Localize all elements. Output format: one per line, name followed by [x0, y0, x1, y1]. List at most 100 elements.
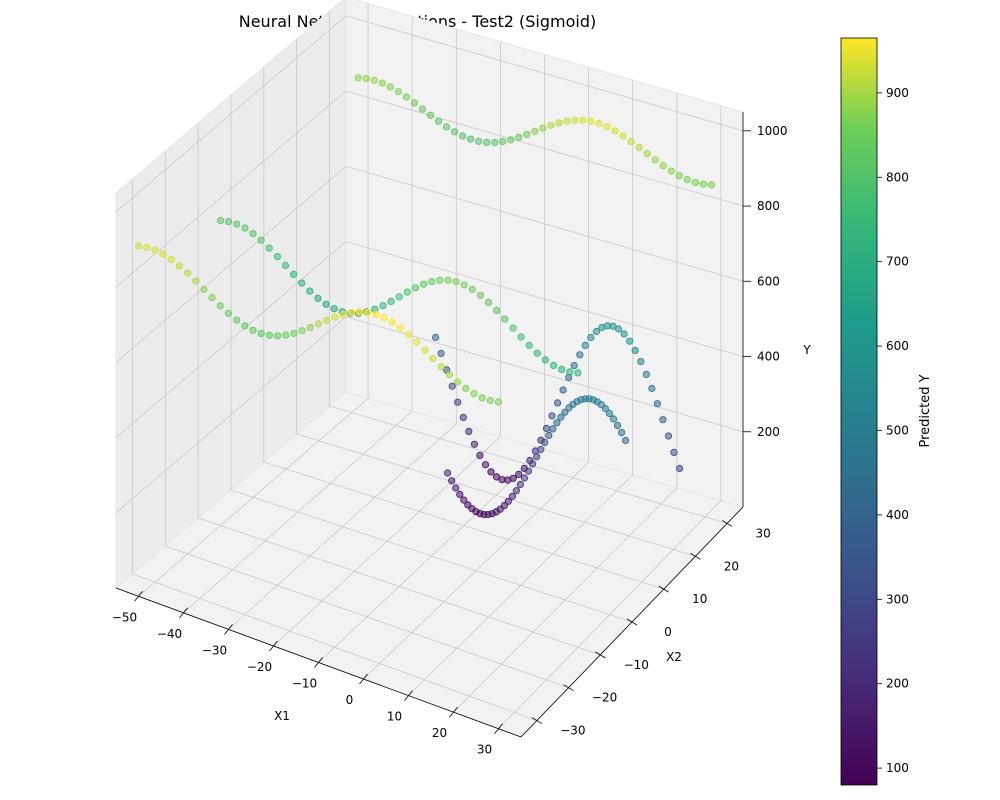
scatter-point [670, 448, 678, 456]
y-tick-mark [690, 552, 701, 560]
axis-ticks: −50 −40 −30 −20 −10 0 10 20 30 −30 −20 −10 0 10 20 30 20… [112, 112, 788, 757]
scatter-point [410, 99, 418, 107]
scatter-point [167, 255, 175, 263]
scatter-point [499, 137, 507, 146]
scatter-point [143, 243, 151, 251]
scatter-point [453, 378, 462, 386]
scatter-point [627, 137, 635, 145]
colorbar-tick-label: 400 [886, 508, 909, 522]
scatter-point [532, 453, 541, 461]
scatter-point [617, 428, 626, 437]
scatter-point [378, 79, 386, 87]
scatter-point [281, 261, 290, 270]
scatter-point [233, 316, 241, 324]
scatter-point [403, 288, 411, 296]
scatter-point [331, 313, 339, 321]
y-grid-line [329, 11, 728, 524]
z-tick-label: 400 [757, 350, 780, 364]
scatter-point [429, 354, 437, 363]
scatter-point [216, 302, 224, 310]
x-tick-label: −30 [202, 643, 227, 657]
scatter-point [282, 331, 290, 339]
scatter-point [487, 468, 495, 476]
colorbar-tick-label: 200 [886, 677, 909, 691]
scatter-point [159, 250, 167, 258]
scatter-point [587, 333, 595, 342]
scatter-point [539, 124, 547, 132]
scatter-point [436, 276, 444, 284]
scatter-point [257, 329, 265, 338]
scatter-point [516, 480, 525, 489]
scatter-point [314, 320, 323, 328]
scatter-point [493, 306, 501, 314]
scatter-point [542, 424, 551, 432]
y-tick-mark [658, 585, 669, 593]
x-grid-line [138, 3, 369, 597]
scatter-point [545, 431, 553, 440]
scatter-point [460, 281, 468, 289]
scatter-point [323, 316, 331, 324]
scatter-point [581, 341, 589, 349]
scatter-point [549, 361, 558, 369]
y-tick-label: 10 [692, 592, 707, 606]
scatter-point [691, 178, 700, 186]
scatter-point [273, 253, 281, 261]
z-grid-line [115, 15, 744, 213]
x-tick-label: 30 [477, 743, 492, 757]
y-tick-mark [563, 684, 574, 692]
scatter-point [603, 123, 611, 131]
x-tick-label: −40 [157, 627, 182, 641]
z-tick-label: 1000 [757, 124, 788, 138]
scatter-point [501, 315, 509, 323]
scatter-point [559, 386, 567, 394]
scatter-point [478, 394, 486, 402]
x-tick-mark [314, 657, 323, 668]
scatter-point [609, 322, 617, 330]
x-grid-line [273, 41, 501, 647]
scatter-point [512, 487, 521, 495]
scatter-point [601, 404, 610, 413]
scatter-point [517, 333, 525, 341]
z-tick-label: 200 [757, 425, 780, 439]
scatter-point [388, 318, 396, 326]
scatter-point [404, 330, 413, 339]
scatter-point [621, 436, 630, 445]
scatter-point [402, 93, 410, 101]
scatter-point [289, 270, 298, 278]
scatter-point [418, 105, 426, 113]
colorbar-tick-label: 300 [886, 592, 909, 606]
scatter-point [648, 384, 656, 393]
scatter-point [524, 467, 533, 475]
scatter-point [553, 419, 561, 427]
scatter-point [411, 284, 420, 292]
scatter-point [637, 357, 645, 366]
x-grid-line [228, 28, 457, 630]
colorbar-tick-label: 800 [886, 170, 909, 184]
colorbar-label: Predicted Y [918, 374, 933, 447]
scatter-point [667, 167, 675, 175]
scatter-point [566, 368, 574, 376]
scatter-point [396, 324, 404, 332]
scatter-point [298, 279, 306, 287]
y-grid-line [296, 39, 696, 557]
scatter-point [225, 218, 233, 226]
colorbar-ticks: 100 200 300 400 500 600 700 800 900 [877, 86, 909, 775]
x-tick-label: −50 [112, 610, 137, 624]
scatter-point [553, 399, 562, 407]
x-grid-line [183, 16, 413, 614]
scatter-point [555, 119, 563, 127]
scatter-point [151, 246, 159, 254]
data-points [134, 74, 716, 519]
scatter-point [592, 327, 601, 336]
scatter-point [224, 309, 233, 317]
scatter-point [486, 396, 494, 405]
scatter-point [470, 390, 478, 398]
y-tick-mark [595, 651, 606, 659]
scatter-point [707, 181, 716, 189]
scatter-point [394, 88, 402, 96]
scatter-point [571, 116, 579, 124]
x-tick-mark [494, 723, 503, 734]
scatter-point [570, 361, 578, 370]
y-tick-mark [531, 717, 543, 724]
scatter-point [541, 438, 549, 446]
